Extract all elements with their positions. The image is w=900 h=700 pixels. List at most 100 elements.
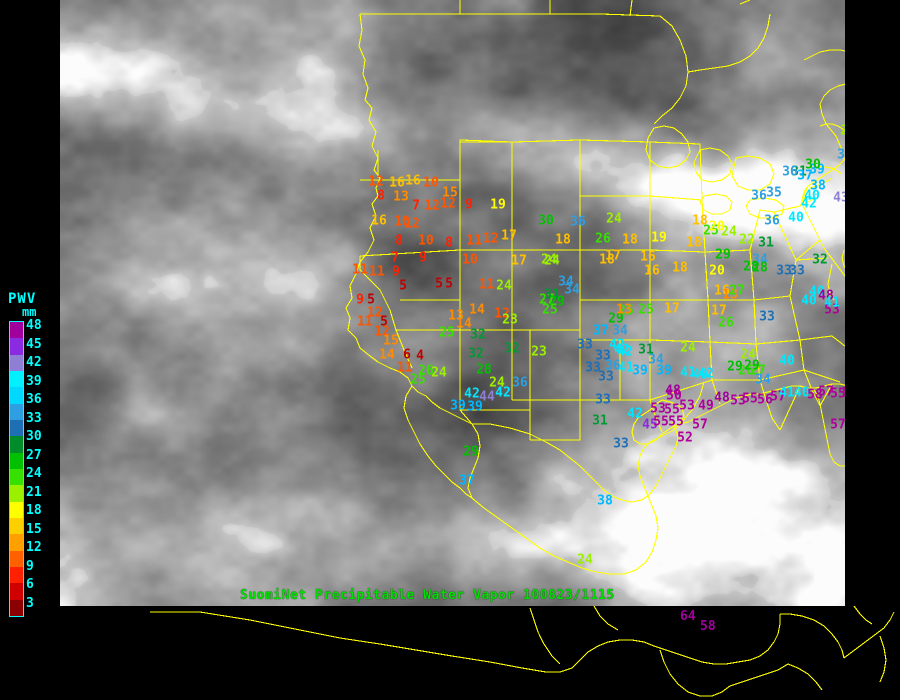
station-pwv-value: 10 — [423, 175, 439, 191]
station-pwv-value: 29 — [463, 444, 479, 460]
colorbar-tick: 6 — [26, 577, 34, 592]
colorbar-tick: 12 — [26, 540, 42, 555]
station-pwv-value: 41 — [779, 385, 795, 401]
station-pwv-value: 53 — [679, 398, 695, 414]
station-pwv-value: 42 — [627, 406, 643, 422]
station-pwv-value: 18 — [672, 260, 688, 276]
border-path — [799, 197, 817, 207]
station-pwv-value: 11 — [357, 314, 373, 330]
border-path — [653, 15, 689, 125]
border-path — [801, 123, 845, 277]
station-pwv-value: 35 — [766, 185, 782, 201]
station-pwv-value: 50 — [666, 388, 682, 404]
colorbar-tick: 36 — [26, 392, 42, 407]
station-pwv-value: 29 — [744, 358, 760, 374]
station-pwv-value: 55 — [742, 391, 758, 407]
station-pwv-value: 33 — [598, 369, 614, 385]
station-pwv-value: 53 — [730, 393, 746, 409]
station-pwv-value: 25 — [638, 302, 654, 318]
border-path — [649, 379, 713, 401]
station-pwv-value: 12 — [440, 196, 456, 212]
station-pwv-value: 13 — [393, 189, 409, 205]
station-pwv-value: 40 — [794, 385, 810, 401]
station-pwv-value: 14 — [469, 302, 485, 318]
station-pwv-value: 64 — [680, 609, 696, 624]
legend-units-label: mm — [22, 305, 37, 319]
pwv-colorbar-legend: PWV mm 48 45 42 39 36 33 30 27 24 21 18 15 12 9 6 3 — [0, 292, 60, 627]
legend-title: PWV — [8, 291, 37, 307]
satellite-ir-imagery — [60, 0, 845, 606]
colorbar-swatch — [10, 550, 23, 567]
station-pwv-value: 28 — [752, 260, 768, 276]
station-pwv-value: 22 — [840, 123, 845, 139]
border-path — [459, 409, 473, 425]
station-pwv-value: 30 — [805, 157, 821, 173]
station-pwv-value: 16 — [405, 173, 421, 189]
station-pwv-value: 9 — [356, 292, 364, 308]
border-path — [795, 239, 821, 261]
station-pwv-value: 55 — [830, 386, 845, 402]
station-pwv-value: 42 — [609, 337, 625, 353]
border-path — [739, 0, 751, 5]
station-pwv-value: 54 — [842, 387, 845, 400]
station-pwv-value: 6 — [403, 347, 411, 363]
station-pwv-value: 36 — [512, 375, 528, 391]
station-pwv-value: 9 — [465, 197, 473, 213]
station-pwv-value: 39 — [809, 162, 825, 178]
station-pwv-value: 12 — [404, 216, 420, 232]
station-pwv-value: 26 — [595, 231, 611, 247]
border-path — [799, 335, 833, 341]
station-pwv-value: 16 — [644, 263, 660, 279]
border-path — [745, 197, 785, 219]
station-pwv-value: 33 — [776, 263, 792, 279]
station-pwv-value: 40 — [692, 367, 708, 383]
station-pwv-value: 24 — [721, 224, 737, 240]
coastline-path — [593, 606, 619, 631]
border-path — [827, 263, 835, 301]
colorbar-tick: 18 — [26, 503, 42, 518]
station-pwv-value: 10 — [394, 214, 410, 230]
station-pwv-value: 18 — [555, 232, 571, 248]
station-pwv-value: 11 — [369, 264, 385, 280]
border-path — [819, 383, 833, 407]
colorbar-tick: 30 — [26, 429, 42, 444]
station-pwv-value: 17 — [711, 303, 727, 319]
station-pwv-value: 36 — [570, 214, 586, 230]
map-overlay-borders — [345, 0, 845, 575]
station-pwv-value: 32 — [468, 346, 484, 362]
coastline-path — [780, 613, 845, 659]
station-pwv-value: 36 — [782, 164, 798, 180]
station-pwv-value: 53 — [650, 401, 666, 417]
station-pwv-value: 34 — [612, 323, 628, 339]
station-pwv-value: 34 — [564, 282, 580, 298]
station-pwv-value: 12 — [367, 305, 383, 321]
station-pwv-value: 32 — [470, 327, 486, 343]
border-path — [759, 379, 781, 431]
border-path — [813, 389, 845, 467]
station-pwv-value: 7 — [391, 250, 399, 266]
station-pwv-value: 10 — [462, 252, 478, 268]
station-pwv-value: 34 — [558, 274, 574, 290]
station-pwv-value: 20 — [709, 219, 725, 235]
border-path — [471, 401, 685, 575]
border-path — [803, 369, 841, 383]
station-pwv-value: 16 — [714, 283, 730, 299]
border-path — [649, 339, 711, 343]
station-pwv-value: 57 — [830, 417, 845, 433]
station-pwv-value: 24 — [489, 375, 505, 391]
border-path — [831, 335, 845, 347]
station-pwv-value: 33 — [577, 337, 593, 353]
station-pwv-value: 18 — [599, 252, 615, 268]
station-pwv-value: 5 — [399, 278, 407, 294]
border-path — [679, 381, 705, 425]
colorbar-tick: 15 — [26, 521, 42, 537]
station-pwv-value: 27 — [750, 363, 766, 379]
station-pwv-value: 48 — [714, 390, 730, 406]
station-pwv-value: 57 — [770, 389, 786, 405]
station-pwv-value: 11 — [397, 360, 413, 376]
station-pwv-value: 33 — [595, 392, 611, 408]
colorbar-tick-labels: 48 45 42 39 36 33 30 27 24 21 18 15 12 9 6 3 — [26, 319, 60, 617]
station-pwv-value: 17 — [501, 228, 517, 244]
station-pwv-value: 20 — [709, 263, 725, 279]
colorbar-tick: 9 — [26, 558, 34, 574]
